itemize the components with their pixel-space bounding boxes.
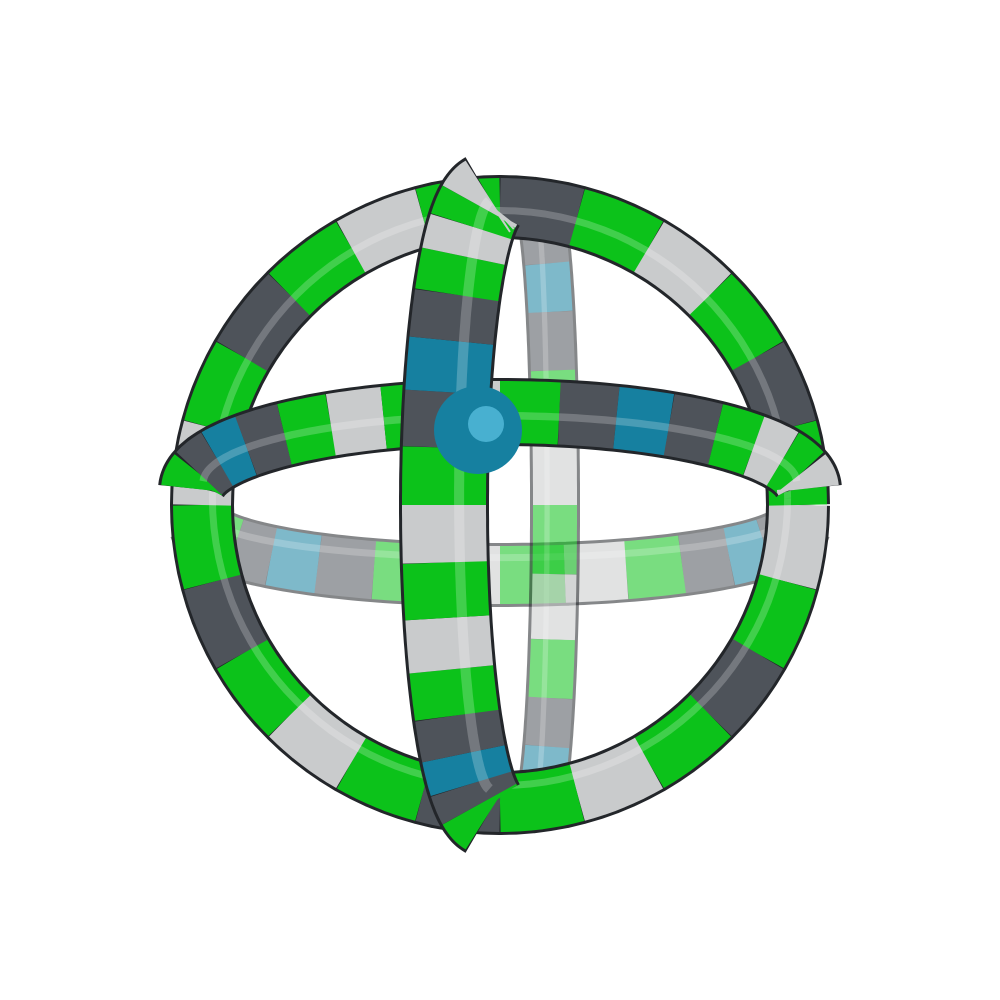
equator-front-band bbox=[727, 416, 811, 489]
outer-ring-band bbox=[480, 178, 597, 246]
vertical-front-highlight bbox=[454, 196, 494, 794]
outer-ring-band bbox=[557, 189, 670, 273]
outer-ring-band bbox=[688, 272, 784, 377]
equator-ring-back bbox=[168, 494, 832, 607]
outer-ring-band bbox=[184, 562, 268, 675]
outer-ring-band bbox=[173, 485, 241, 602]
vertical-front-band bbox=[402, 527, 490, 654]
outer-ring-band bbox=[688, 633, 784, 738]
vertical-back-band bbox=[525, 246, 573, 328]
outer-ring bbox=[170, 175, 830, 835]
outer-ring-band bbox=[184, 335, 268, 448]
vertical-front-band bbox=[405, 304, 494, 428]
equator-front-band bbox=[189, 416, 273, 489]
outer-ring-band bbox=[216, 272, 312, 377]
outer-ring-band bbox=[216, 633, 312, 738]
vertical-front-band bbox=[405, 582, 494, 706]
vertical-front-band bbox=[430, 744, 521, 845]
outer-ring-band bbox=[267, 693, 372, 789]
equator-back-band bbox=[659, 528, 753, 594]
vertical-front-band bbox=[422, 187, 512, 294]
outer-ring-band bbox=[330, 737, 443, 821]
outer-ring-band bbox=[267, 221, 372, 317]
equator-back-highlight bbox=[207, 515, 793, 562]
equator-front-band bbox=[258, 394, 356, 465]
vertical-back-band bbox=[532, 491, 577, 588]
vertical-ring-back bbox=[514, 182, 580, 828]
equator-front-band bbox=[161, 444, 229, 518]
equator-back-band bbox=[604, 535, 705, 600]
outer-ring-band bbox=[330, 189, 443, 273]
equator-back-band bbox=[247, 528, 341, 594]
vertical-ring-front bbox=[399, 151, 532, 859]
vertical-front-band bbox=[415, 218, 505, 332]
equator-back-band bbox=[705, 519, 791, 585]
equator-back-band bbox=[295, 535, 396, 600]
equator-front-band bbox=[644, 394, 742, 465]
equator-front-band bbox=[771, 444, 839, 518]
vertical-back-band bbox=[525, 682, 573, 764]
equator-front-band bbox=[592, 386, 694, 456]
vertical-front-band bbox=[422, 716, 512, 823]
equator-back-band bbox=[209, 519, 295, 585]
center-junction bbox=[434, 386, 522, 474]
outer-ring-band bbox=[732, 335, 816, 448]
outer-ring-band bbox=[480, 764, 597, 832]
vertical-front-band bbox=[438, 154, 530, 247]
vertical-back-band bbox=[528, 296, 575, 385]
vertical-back-band bbox=[528, 625, 575, 714]
vertical-front-band bbox=[409, 633, 499, 752]
equator-front-band bbox=[754, 429, 831, 503]
equator-front-band bbox=[535, 382, 641, 449]
outer-ring-band bbox=[759, 485, 827, 602]
equator-front-band bbox=[169, 429, 246, 503]
outer-ring-highlight bbox=[208, 207, 792, 790]
equator-front-band bbox=[306, 386, 408, 456]
outer-ring-band bbox=[557, 737, 670, 821]
vertical-front-band bbox=[438, 763, 530, 856]
vertical-front-band bbox=[409, 258, 499, 377]
equator-front-band bbox=[689, 404, 781, 476]
vertical-front-band bbox=[430, 165, 521, 266]
outer-ring-band bbox=[732, 562, 816, 675]
vertical-back-highlight bbox=[534, 207, 550, 793]
vertical-front-band bbox=[415, 678, 505, 792]
vertical-back-band bbox=[530, 560, 577, 654]
outer-ring-band bbox=[628, 693, 733, 789]
outer-ring-band bbox=[628, 221, 733, 317]
junction-highlight bbox=[468, 406, 504, 442]
equator-front-band bbox=[219, 404, 311, 476]
vertical-front-band bbox=[402, 470, 487, 598]
